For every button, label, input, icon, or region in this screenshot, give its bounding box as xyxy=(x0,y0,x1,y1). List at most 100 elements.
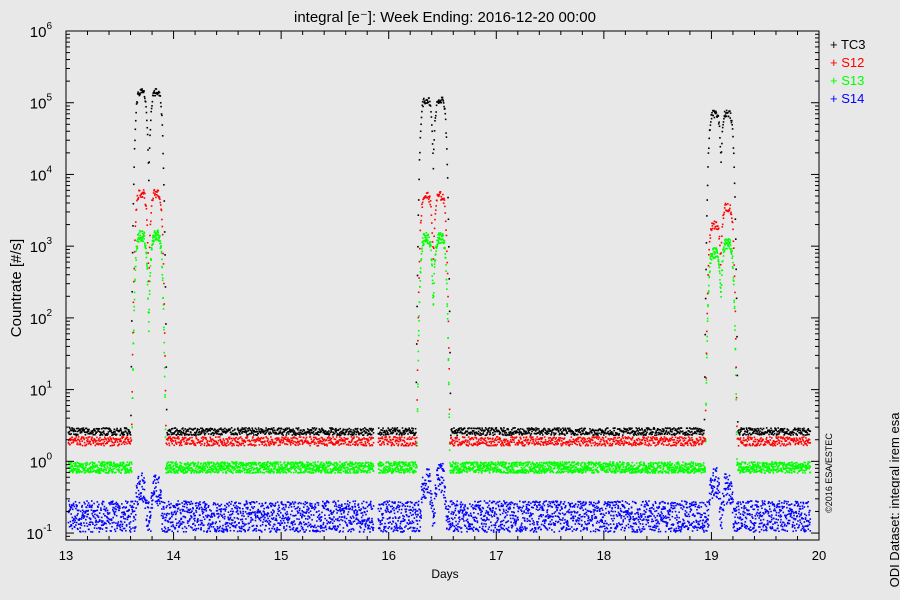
data-point-s14 xyxy=(142,495,145,498)
data-point-s14 xyxy=(114,508,116,510)
data-point-s14 xyxy=(288,518,290,521)
data-point-s13 xyxy=(119,464,121,467)
data-point-s14 xyxy=(597,500,600,502)
data-point-s13 xyxy=(145,252,148,255)
data-point-s14 xyxy=(159,502,161,505)
data-point-s14 xyxy=(801,505,804,507)
data-point-s14 xyxy=(530,502,532,505)
data-point-s14 xyxy=(157,498,160,501)
data-point-s13 xyxy=(244,468,247,471)
data-point-s14 xyxy=(507,510,509,513)
data-point-s14 xyxy=(486,531,488,533)
data-point-s14 xyxy=(581,524,583,526)
data-point-s13 xyxy=(223,467,226,470)
data-point-s13 xyxy=(91,463,94,465)
data-point-s13 xyxy=(125,469,127,472)
data-point-s14 xyxy=(293,503,295,505)
data-point-s14 xyxy=(778,508,781,511)
data-point-s14 xyxy=(798,508,801,510)
data-point-s14 xyxy=(133,503,135,505)
data-point-s14 xyxy=(538,517,540,520)
data-point-s14 xyxy=(126,518,129,521)
data-point-s14 xyxy=(128,522,131,524)
data-point-s14 xyxy=(343,517,346,519)
data-point-s14 xyxy=(528,504,531,507)
data-point-s14 xyxy=(603,530,605,533)
data-point-s14 xyxy=(329,521,332,523)
data-point-s14 xyxy=(776,504,778,506)
data-point-s13 xyxy=(199,465,202,468)
data-point-s14 xyxy=(202,511,205,514)
data-point-s14 xyxy=(411,522,413,525)
data-point-s14 xyxy=(806,519,808,522)
data-point-s14 xyxy=(401,528,403,530)
data-point-s14 xyxy=(88,523,90,526)
data-point-s14 xyxy=(424,479,427,482)
data-point-s14 xyxy=(702,524,704,527)
data-point-s14 xyxy=(91,504,93,507)
data-point-s13 xyxy=(169,461,172,463)
data-point-s14 xyxy=(147,506,150,509)
data-point-s14 xyxy=(110,500,112,503)
data-point-s14 xyxy=(526,520,529,523)
data-point-s14 xyxy=(364,507,367,510)
data-point-s14 xyxy=(199,503,202,506)
data-point-s14 xyxy=(258,502,261,505)
data-point-s13 xyxy=(272,468,275,471)
data-point-s14 xyxy=(150,497,153,499)
data-point-s14 xyxy=(220,508,223,510)
data-point-s14 xyxy=(781,525,784,528)
data-point-s14 xyxy=(663,507,665,510)
data-point-s14 xyxy=(265,519,268,522)
data-point-s14 xyxy=(603,525,606,528)
data-point-s14 xyxy=(785,514,787,517)
data-point-s14 xyxy=(698,506,701,509)
data-point-s14 xyxy=(236,509,239,512)
data-point-s14 xyxy=(745,517,748,520)
data-point-s14 xyxy=(526,503,529,506)
data-point-s13 xyxy=(99,464,101,467)
data-point-s13 xyxy=(175,470,178,472)
data-point-s13 xyxy=(101,465,103,468)
data-point-s13 xyxy=(82,463,84,466)
data-point-s14 xyxy=(135,507,137,509)
data-point-s14 xyxy=(177,507,180,510)
data-point-s14 xyxy=(534,503,537,506)
data-point-s13 xyxy=(92,465,95,468)
data-point-s13 xyxy=(245,466,248,469)
data-point-s13 xyxy=(160,245,162,248)
data-point-s13 xyxy=(84,471,87,474)
data-point-s14 xyxy=(159,494,162,496)
data-point-s14 xyxy=(339,506,342,509)
data-point-s13 xyxy=(90,466,93,469)
data-point-s14 xyxy=(666,510,669,512)
data-point-s14 xyxy=(74,516,77,519)
data-point-s14 xyxy=(127,501,129,503)
data-point-s14 xyxy=(118,525,120,527)
data-point-s13 xyxy=(219,469,222,471)
data-point-s14 xyxy=(613,500,616,503)
data-point-s14 xyxy=(440,465,443,467)
data-point-s14 xyxy=(103,508,105,511)
data-point-s13 xyxy=(142,240,145,243)
data-point-s13 xyxy=(272,463,275,465)
data-point-s14 xyxy=(131,505,133,507)
data-point-s14 xyxy=(691,501,693,504)
data-point-s14 xyxy=(218,508,221,511)
data-point-s14 xyxy=(391,501,394,504)
data-point-s14 xyxy=(753,523,755,526)
data-point-s14 xyxy=(731,501,733,504)
data-point-s14 xyxy=(672,502,674,505)
data-point-s14 xyxy=(735,530,737,532)
data-point-s14 xyxy=(262,515,265,517)
data-point-s14 xyxy=(281,503,283,505)
data-point-s14 xyxy=(187,501,189,503)
data-point-s14 xyxy=(290,506,293,508)
data-point-s14 xyxy=(540,514,542,516)
data-point-s13 xyxy=(225,470,227,473)
data-point-s14 xyxy=(523,511,525,514)
data-point-s14 xyxy=(124,514,126,516)
data-point-s14 xyxy=(527,512,529,514)
data-point-s13 xyxy=(234,468,237,470)
data-point-s14 xyxy=(113,506,115,509)
